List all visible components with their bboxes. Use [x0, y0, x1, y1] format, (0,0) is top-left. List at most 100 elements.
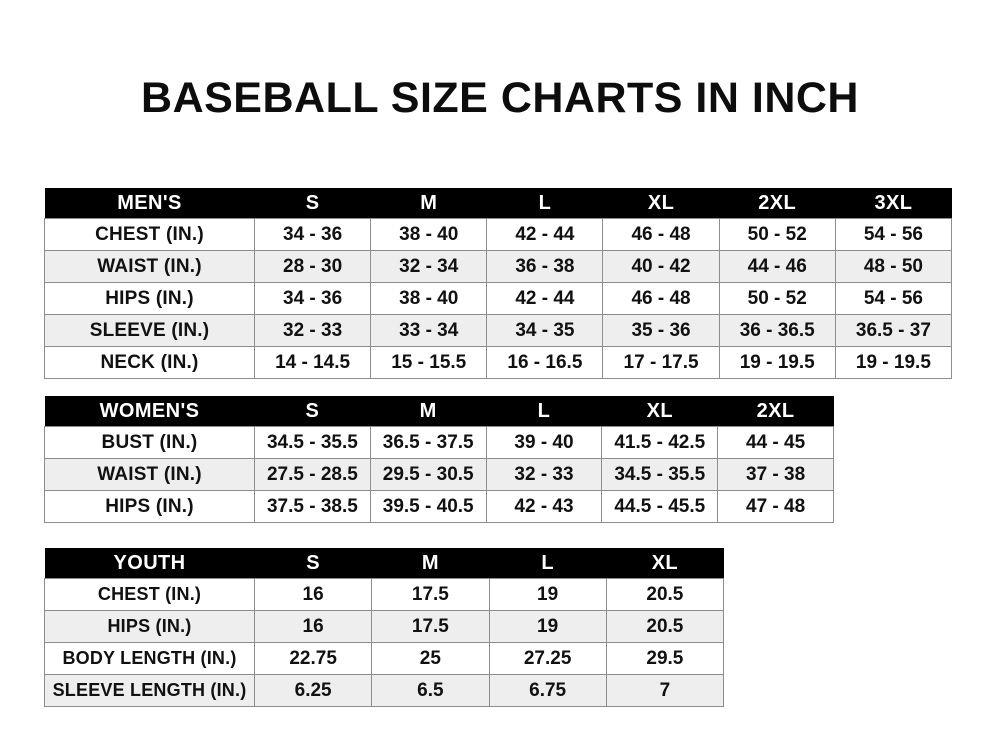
measurement-value: 39 - 40 — [485, 426, 603, 459]
measurement-label: WAIST (IN.) — [44, 250, 255, 283]
measurement-label: BODY LENGTH (IN.) — [44, 642, 255, 675]
measurement-value: 19 - 19.5 — [834, 346, 953, 379]
measurement-value: 32 - 33 — [253, 314, 372, 347]
measurement-label: SLEEVE (IN.) — [44, 314, 255, 347]
table-row: SLEEVE (IN.) 32 - 33 33 - 34 34 - 35 35 - 36… — [44, 314, 953, 347]
womens-table-head: WOMEN'S S M L XL 2XL — [44, 396, 834, 427]
table-title-cell-women-s: WOMEN'S — [44, 396, 255, 427]
measurement-label: BUST (IN.) — [44, 426, 255, 459]
measurement-value: 19 - 19.5 — [718, 346, 836, 379]
measurement-value: 29.5 - 30.5 — [369, 458, 487, 491]
measurement-value: 36.5 - 37.5 — [369, 426, 487, 459]
measurement-value: 6.75 — [488, 674, 607, 707]
column-header-l: L — [486, 396, 602, 427]
measurement-label: HIPS (IN.) — [44, 282, 255, 315]
measurement-value: 22.75 — [253, 642, 373, 675]
measurement-value: 50 - 52 — [718, 218, 836, 251]
measurement-value: 19 — [488, 610, 607, 643]
measurement-value: 42 - 43 — [485, 490, 603, 523]
measurement-label: WAIST (IN.) — [44, 458, 255, 491]
measurement-value: 39.5 - 40.5 — [369, 490, 487, 523]
column-header-s: S — [254, 188, 371, 219]
column-header-2xl: 2XL — [719, 188, 836, 219]
column-header-2xl: 2XL — [717, 396, 834, 427]
measurement-value: 42 - 44 — [486, 282, 604, 315]
table-title-cell-men-s: MEN'S — [44, 188, 255, 219]
table-row: SLEEVE LENGTH (IN.) 6.25 6.5 6.75 7 — [44, 674, 725, 707]
measurement-value: 42 - 44 — [486, 218, 604, 251]
youth-size-table: YOUTH S M L XL CHEST (IN.) 16 17.5 19 20.5 HIPS (… — [44, 548, 725, 707]
measurement-value: 54 - 56 — [834, 282, 953, 315]
measurement-value: 35 - 36 — [602, 314, 720, 347]
mens-table-body: CHEST (IN.) 34 - 36 38 - 40 42 - 44 46 - 48 5… — [44, 218, 953, 379]
column-header-m: M — [370, 396, 487, 427]
womens-table-body: BUST (IN.) 34.5 - 35.5 36.5 - 37.5 39 - 40 4… — [44, 426, 834, 523]
column-header-s: S — [254, 396, 371, 427]
measurement-value: 36.5 - 37 — [834, 314, 953, 347]
table-row: HIPS (IN.) 37.5 - 38.5 39.5 - 40.5 42 - 43 4… — [44, 490, 834, 523]
measurement-label: HIPS (IN.) — [44, 610, 255, 643]
column-header-xl: XL — [601, 396, 718, 427]
measurement-value: 16 — [253, 610, 373, 643]
womens-size-table: WOMEN'S S M L XL 2XL BUST (IN.) 34.5 - 35.5 36.… — [44, 396, 834, 523]
measurement-value: 7 — [605, 674, 725, 707]
table-header-row: YOUTH S M L XL — [44, 548, 724, 579]
measurement-value: 14 - 14.5 — [253, 346, 372, 379]
measurement-label: CHEST (IN.) — [44, 218, 255, 251]
measurement-value: 17 - 17.5 — [602, 346, 720, 379]
mens-size-table: MEN'S S M L XL 2XL 3XL CHEST (IN.) 34 - 36 38 - … — [44, 188, 953, 379]
table-header-row: MEN'S S M L XL 2XL 3XL — [44, 188, 952, 219]
measurement-value: 37 - 38 — [717, 458, 834, 491]
table-row: WAIST (IN.) 27.5 - 28.5 29.5 - 30.5 32 - 33… — [44, 458, 834, 491]
measurement-value: 34 - 36 — [253, 218, 372, 251]
measurement-value: 46 - 48 — [602, 282, 720, 315]
measurement-label: SLEEVE LENGTH (IN.) — [44, 674, 255, 707]
measurement-value: 16 — [253, 578, 373, 611]
measurement-value: 40 - 42 — [602, 250, 720, 283]
measurement-value: 17.5 — [371, 578, 490, 611]
measurement-value: 34.5 - 35.5 — [601, 458, 719, 491]
measurement-value: 20.5 — [605, 610, 725, 643]
measurement-label: HIPS (IN.) — [44, 490, 255, 523]
measurement-value: 48 - 50 — [834, 250, 953, 283]
measurement-value: 16 - 16.5 — [486, 346, 604, 379]
table-header-row: WOMEN'S S M L XL 2XL — [44, 396, 834, 427]
measurement-value: 41.5 - 42.5 — [601, 426, 719, 459]
measurement-value: 44.5 - 45.5 — [601, 490, 719, 523]
measurement-value: 15 - 15.5 — [370, 346, 488, 379]
table-row: NECK (IN.) 14 - 14.5 15 - 15.5 16 - 16.5 17 … — [44, 346, 953, 379]
measurement-value: 6.5 — [371, 674, 490, 707]
youth-table-head: YOUTH S M L XL — [44, 548, 724, 579]
measurement-value: 34 - 35 — [486, 314, 604, 347]
measurement-value: 37.5 - 38.5 — [254, 490, 371, 523]
column-header-xl: XL — [606, 548, 724, 579]
measurement-value: 36 - 36.5 — [718, 314, 836, 347]
table-title-cell-youth: YOUTH — [44, 548, 255, 579]
measurement-value: 29.5 — [605, 642, 725, 675]
measurement-label: CHEST (IN.) — [44, 578, 255, 611]
column-header-l: L — [486, 188, 603, 219]
measurement-value: 17.5 — [371, 610, 490, 643]
page-title: BASEBALL SIZE CHARTS IN INCH — [141, 74, 859, 122]
youth-table-body: CHEST (IN.) 16 17.5 19 20.5 HIPS (IN.) 16 17.5 1… — [44, 578, 725, 707]
measurement-value: 54 - 56 — [834, 218, 953, 251]
measurement-value: 34 - 36 — [253, 282, 372, 315]
measurement-value: 47 - 48 — [717, 490, 834, 523]
measurement-value: 20.5 — [605, 578, 725, 611]
measurement-value: 50 - 52 — [718, 282, 836, 315]
measurement-value: 33 - 34 — [370, 314, 488, 347]
measurement-value: 36 - 38 — [486, 250, 604, 283]
measurement-value: 28 - 30 — [253, 250, 372, 283]
measurement-label: NECK (IN.) — [44, 346, 255, 379]
table-row: HIPS (IN.) 16 17.5 19 20.5 — [44, 610, 725, 643]
column-header-s: S — [254, 548, 372, 579]
table-row: CHEST (IN.) 34 - 36 38 - 40 42 - 44 46 - 48 5… — [44, 218, 953, 251]
measurement-value: 32 - 33 — [485, 458, 603, 491]
measurement-value: 44 - 45 — [717, 426, 834, 459]
table-row: WAIST (IN.) 28 - 30 32 - 34 36 - 38 40 - 42 4… — [44, 250, 953, 283]
table-row: BODY LENGTH (IN.) 22.75 25 27.25 29.5 — [44, 642, 725, 675]
measurement-value: 19 — [488, 578, 607, 611]
table-row: HIPS (IN.) 34 - 36 38 - 40 42 - 44 46 - 48 50… — [44, 282, 953, 315]
column-header-3xl: 3XL — [835, 188, 952, 219]
